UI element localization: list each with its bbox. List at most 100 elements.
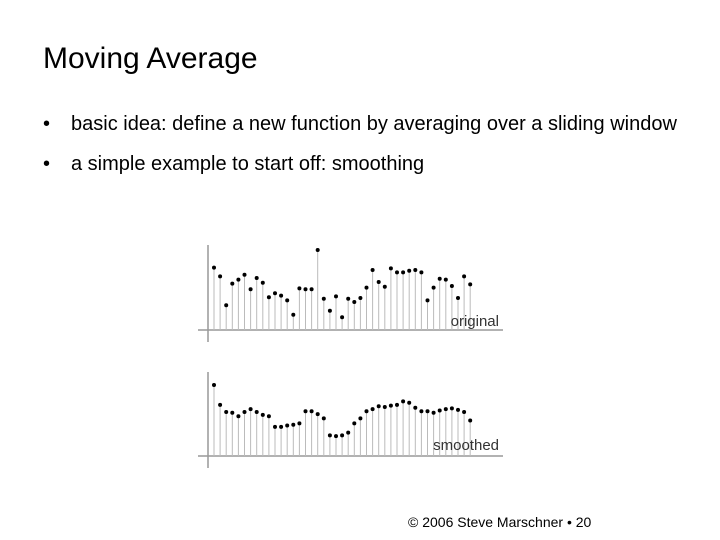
data-point: [419, 270, 424, 275]
data-point: [334, 294, 338, 299]
data-point: [340, 315, 345, 320]
data-point: [327, 308, 332, 313]
data-point: [376, 280, 381, 284]
data-point: [462, 274, 467, 279]
data-point: [297, 286, 302, 291]
bullet-item: • basic idea: define a new function by a…: [43, 112, 683, 136]
data-point: [388, 266, 393, 271]
data-point: [218, 402, 223, 407]
data-point: [260, 280, 265, 285]
data-point: [401, 399, 406, 404]
data-point: [407, 400, 412, 405]
data-point: [395, 270, 399, 275]
data-point: [230, 281, 235, 286]
data-point: [224, 303, 229, 308]
data-point: [334, 434, 338, 439]
data-point: [297, 421, 302, 426]
data-point: [242, 409, 247, 414]
data-point: [212, 265, 216, 270]
data-point: [279, 293, 284, 298]
data-point: [456, 296, 460, 300]
data-point: [260, 412, 265, 417]
data-point: [266, 414, 271, 419]
data-point: [242, 272, 247, 277]
data-point: [291, 422, 296, 427]
data-point: [254, 276, 259, 280]
data-point: [382, 284, 387, 289]
plot-label-original: original: [451, 313, 499, 330]
stem-plot-smoothed: [198, 372, 503, 468]
data-point: [376, 404, 381, 409]
data-point: [443, 277, 448, 282]
data-point: [285, 298, 290, 303]
bullet-text: basic idea: define a new function by ave…: [71, 113, 677, 135]
data-point: [248, 287, 253, 292]
bullet-dot: •: [43, 113, 51, 135]
data-point: [358, 296, 363, 300]
data-point: [315, 412, 320, 417]
data-point: [273, 291, 277, 296]
data-point: [236, 277, 241, 282]
data-point: [419, 409, 424, 414]
data-point: [346, 430, 351, 435]
slide-footer: © 2006 Steve Marschner • 20: [408, 514, 592, 530]
data-point: [431, 410, 436, 415]
bullet-text: a simple example to start off: smoothing: [71, 153, 425, 175]
data-point: [224, 409, 229, 414]
data-point: [462, 409, 467, 414]
data-point: [468, 418, 473, 423]
data-point: [370, 268, 375, 272]
data-point: [352, 300, 357, 304]
data-point: [437, 276, 442, 281]
data-point: [254, 409, 259, 414]
data-point: [273, 424, 277, 429]
data-point: [425, 409, 430, 414]
data-point: [364, 285, 369, 290]
data-point: [437, 408, 442, 413]
data-point: [218, 274, 223, 279]
data-point: [456, 407, 460, 412]
data-point: [364, 409, 369, 414]
data-point: [431, 285, 436, 290]
data-point: [309, 287, 314, 292]
data-point: [407, 268, 412, 273]
bullet-dot: •: [43, 153, 51, 175]
data-point: [236, 414, 241, 419]
data-point: [266, 295, 271, 300]
data-point: [352, 421, 357, 426]
data-point: [285, 423, 290, 428]
data-point: [291, 312, 296, 317]
data-point: [340, 433, 345, 438]
data-point: [449, 284, 454, 288]
data-point: [425, 298, 430, 303]
data-point: [370, 407, 375, 412]
data-point: [321, 416, 326, 421]
stem-plot-original: [198, 245, 503, 342]
data-point: [303, 287, 308, 292]
data-point: [230, 410, 235, 415]
data-point: [315, 248, 320, 252]
bullet-item: • a simple example to start off: smoothi…: [43, 152, 683, 176]
data-point: [248, 407, 253, 412]
data-point: [413, 405, 418, 410]
data-point: [443, 407, 448, 412]
data-point: [358, 416, 363, 421]
data-point: [449, 406, 454, 411]
data-point: [346, 296, 351, 301]
data-point: [212, 383, 216, 387]
slide-title: Moving Average: [43, 42, 258, 75]
data-point: [321, 296, 326, 301]
data-point: [401, 270, 406, 275]
data-point: [327, 433, 332, 438]
data-point: [468, 282, 473, 287]
data-point: [309, 409, 314, 414]
bullet-list: • basic idea: define a new function by a…: [43, 112, 683, 192]
data-point: [413, 268, 418, 272]
data-point: [382, 405, 387, 410]
plot-label-smoothed: smoothed: [433, 437, 499, 454]
data-point: [303, 409, 308, 414]
data-point: [388, 403, 393, 408]
data-point: [279, 424, 284, 429]
data-point: [395, 402, 399, 407]
